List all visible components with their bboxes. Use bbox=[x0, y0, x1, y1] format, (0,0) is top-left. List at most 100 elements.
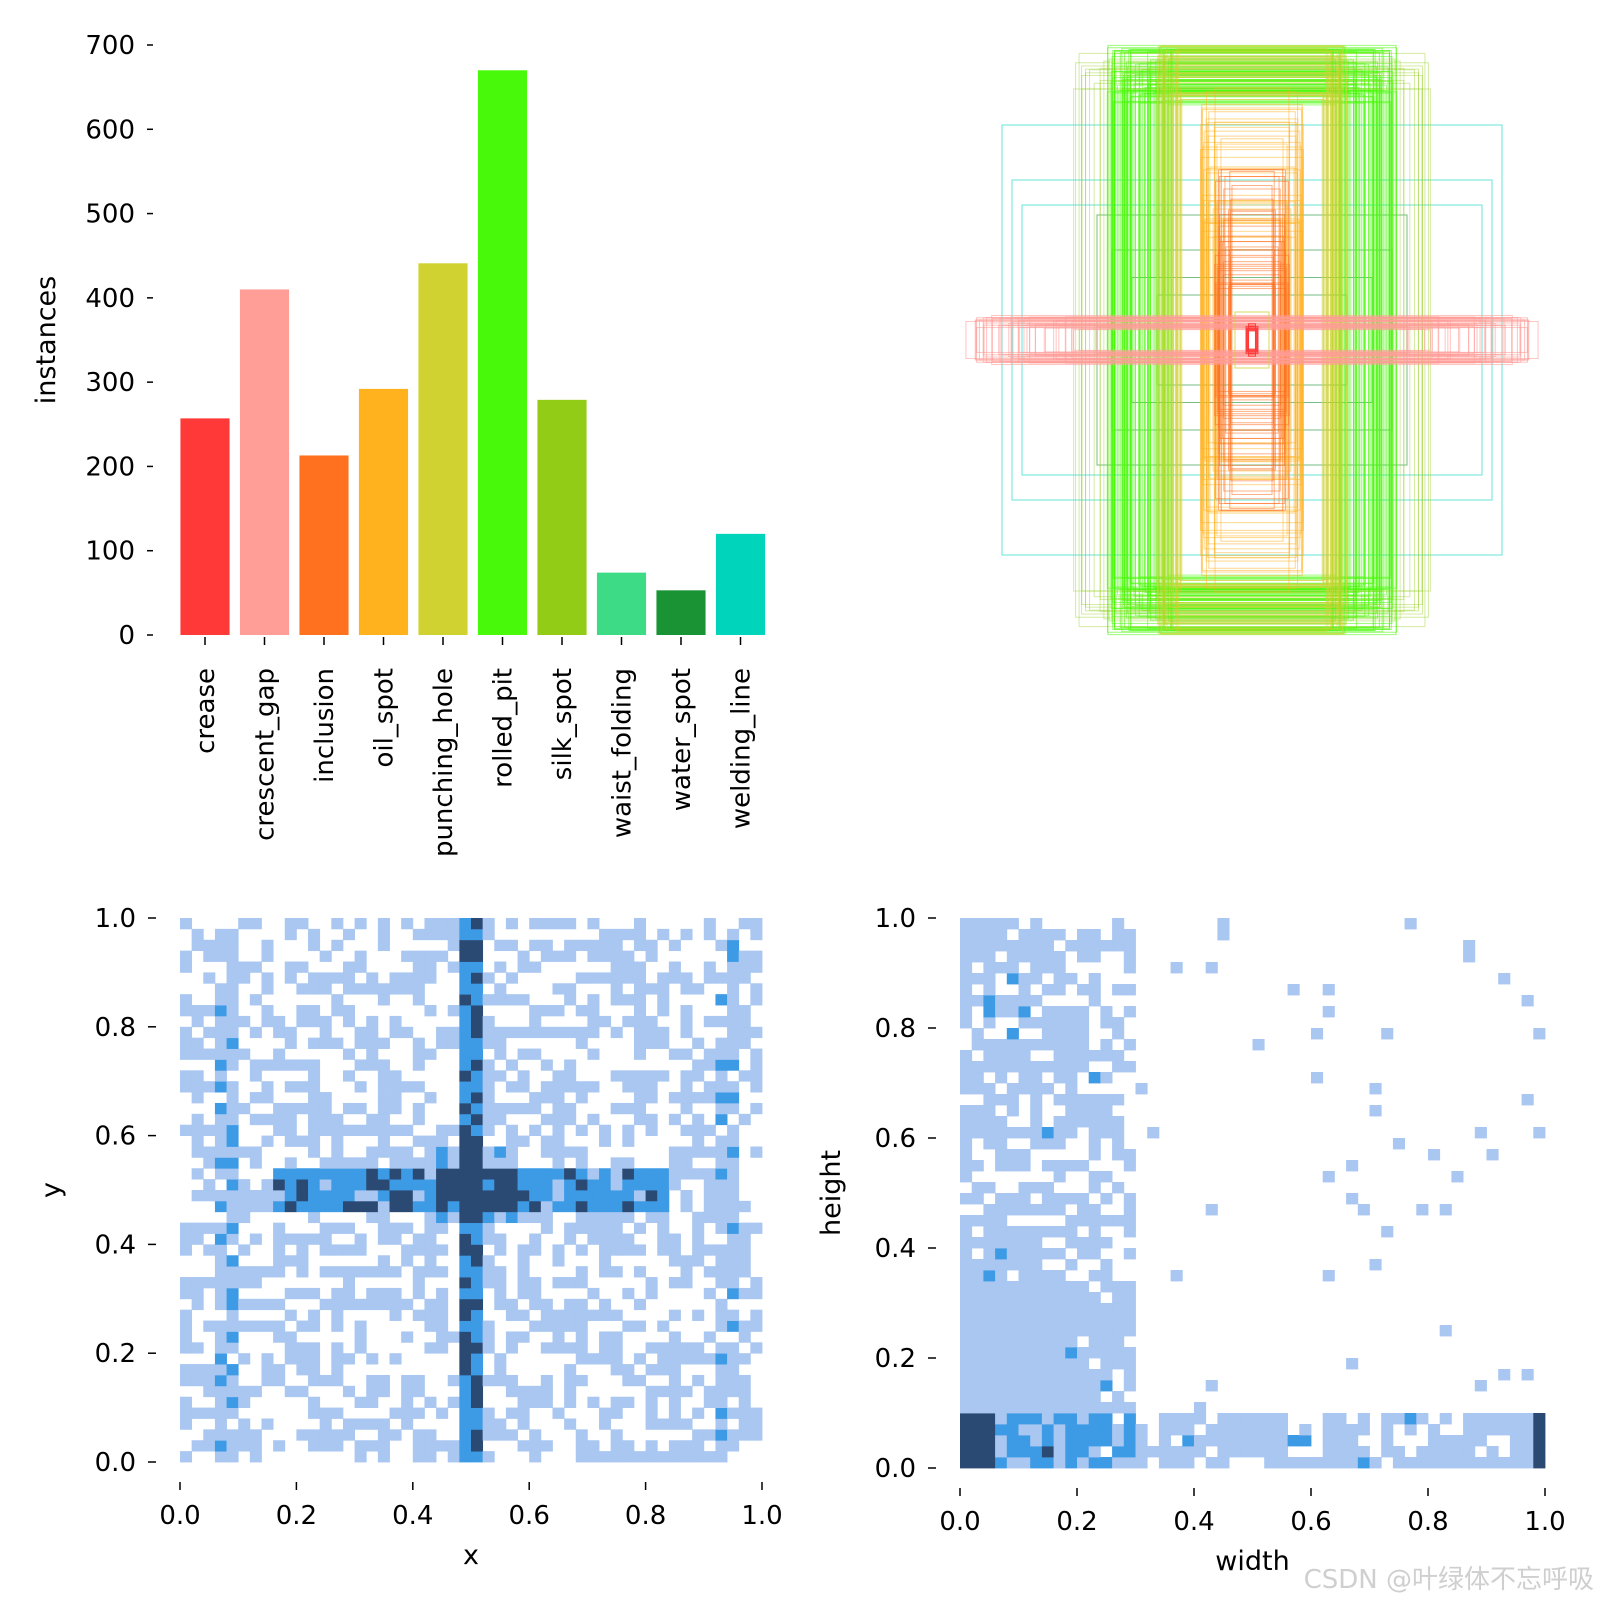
heat-cell bbox=[1030, 1424, 1043, 1436]
heat-cell bbox=[342, 1179, 355, 1191]
heat-cell bbox=[214, 1168, 227, 1180]
heat-cell bbox=[366, 1353, 379, 1365]
heat-cell bbox=[191, 939, 204, 952]
heat-cell bbox=[960, 1424, 973, 1436]
heat-cell bbox=[680, 1081, 693, 1093]
heat-cell bbox=[1041, 1292, 1054, 1304]
heat-cell bbox=[1252, 1435, 1265, 1447]
heat-cell bbox=[482, 1429, 495, 1441]
heat-cell bbox=[308, 972, 321, 984]
heat-cell bbox=[564, 1364, 577, 1376]
heat-cell bbox=[1100, 1193, 1113, 1205]
heat-cell bbox=[366, 1113, 379, 1126]
box-punching_hole bbox=[1166, 47, 1338, 633]
heat-cell bbox=[1381, 1424, 1394, 1436]
heat-cell bbox=[377, 1124, 390, 1136]
box-rolled_pit bbox=[1140, 93, 1364, 587]
heat-cell bbox=[296, 1342, 309, 1354]
box-punching_hole bbox=[1161, 45, 1343, 635]
heat-cell bbox=[1112, 1358, 1125, 1370]
heat-cell bbox=[1451, 1171, 1464, 1183]
heat-cell bbox=[1053, 1358, 1066, 1370]
heat-cell bbox=[995, 1380, 1008, 1392]
y-tick-label: 0.6 bbox=[875, 1124, 916, 1154]
heat-cell bbox=[995, 1281, 1008, 1293]
heat-cell bbox=[1521, 1369, 1534, 1381]
heat-cell bbox=[401, 1222, 414, 1234]
heat-cell bbox=[273, 1015, 286, 1028]
heat-cell bbox=[214, 1364, 227, 1376]
heat-cell bbox=[703, 1331, 716, 1343]
heat-cell bbox=[447, 1179, 460, 1191]
heat-cell bbox=[1041, 1424, 1054, 1436]
heat-cell bbox=[1065, 1072, 1078, 1084]
heat-cell bbox=[540, 1200, 553, 1213]
heat-cell bbox=[296, 961, 309, 973]
heat-cell bbox=[308, 983, 321, 995]
heat-cell bbox=[203, 1429, 216, 1441]
heat-cell bbox=[354, 1081, 367, 1093]
heat-cell bbox=[564, 1342, 577, 1354]
heat-cell bbox=[552, 1320, 565, 1332]
heat-cell bbox=[1077, 1435, 1090, 1447]
heat-cell bbox=[1346, 1435, 1359, 1447]
heat-cell bbox=[191, 1070, 204, 1082]
y-tick-label: 0.2 bbox=[95, 1339, 136, 1369]
heat-cell bbox=[436, 1211, 449, 1224]
heat-cell bbox=[436, 1407, 449, 1419]
heat-cell bbox=[1065, 1259, 1078, 1271]
heat-cell bbox=[1252, 1039, 1265, 1051]
heat-cell bbox=[657, 1200, 670, 1213]
heat-cell bbox=[1018, 1457, 1031, 1469]
heat-cell bbox=[412, 1374, 425, 1387]
heat-cell bbox=[1521, 1413, 1534, 1425]
heat-cell bbox=[1088, 1402, 1101, 1414]
heat-cell bbox=[331, 1440, 344, 1452]
heat-cell bbox=[273, 1190, 286, 1202]
heat-cell bbox=[1112, 1424, 1125, 1436]
heat-cell bbox=[482, 1179, 495, 1191]
heat-cell bbox=[1030, 1292, 1043, 1304]
heat-cell bbox=[354, 1102, 367, 1115]
heat-cell bbox=[668, 1385, 681, 1398]
box-rolled_pit bbox=[1159, 46, 1345, 634]
heat-cell bbox=[703, 1092, 716, 1104]
heat-cell bbox=[1053, 1336, 1066, 1348]
heat-cell bbox=[284, 1157, 297, 1169]
heat-cell bbox=[377, 918, 390, 930]
heat-cell bbox=[1252, 1424, 1265, 1436]
heat-cell bbox=[1053, 962, 1066, 974]
heat-cell bbox=[517, 1255, 530, 1267]
heat-cell bbox=[1077, 1347, 1090, 1359]
heat-cell bbox=[191, 1277, 204, 1289]
heat-cell bbox=[482, 1222, 495, 1234]
heat-cell bbox=[1100, 1413, 1113, 1425]
heat-cell bbox=[995, 929, 1008, 941]
heat-cell bbox=[482, 1374, 495, 1387]
heat-cell bbox=[960, 1281, 973, 1293]
heat-cell bbox=[564, 1146, 577, 1158]
heat-cell bbox=[203, 1364, 216, 1376]
heat-cell bbox=[1006, 1435, 1019, 1447]
heat-cell bbox=[971, 1446, 984, 1458]
heat-cell bbox=[1346, 1446, 1359, 1458]
box-crease bbox=[1247, 330, 1257, 350]
heat-cell bbox=[599, 1298, 612, 1311]
heat-cell bbox=[180, 1342, 193, 1354]
heat-cell bbox=[703, 1059, 716, 1071]
heat-cell bbox=[226, 1277, 239, 1289]
heat-cell bbox=[1077, 1237, 1090, 1249]
box-crescent_gap bbox=[1055, 320, 1449, 360]
heat-cell bbox=[599, 1200, 612, 1213]
heat-cell bbox=[1065, 973, 1078, 985]
heat-cell bbox=[1123, 1347, 1136, 1359]
heat-cell bbox=[1357, 1457, 1370, 1469]
box-rolled_pit bbox=[1148, 67, 1356, 613]
heat-cell bbox=[575, 1146, 588, 1158]
heat-cell bbox=[191, 1190, 204, 1202]
heat-cell bbox=[610, 1364, 623, 1376]
heat-cell bbox=[645, 1440, 658, 1452]
heat-cell bbox=[319, 1407, 332, 1419]
heat-cell bbox=[668, 1342, 681, 1354]
heat-cell bbox=[564, 1059, 577, 1071]
